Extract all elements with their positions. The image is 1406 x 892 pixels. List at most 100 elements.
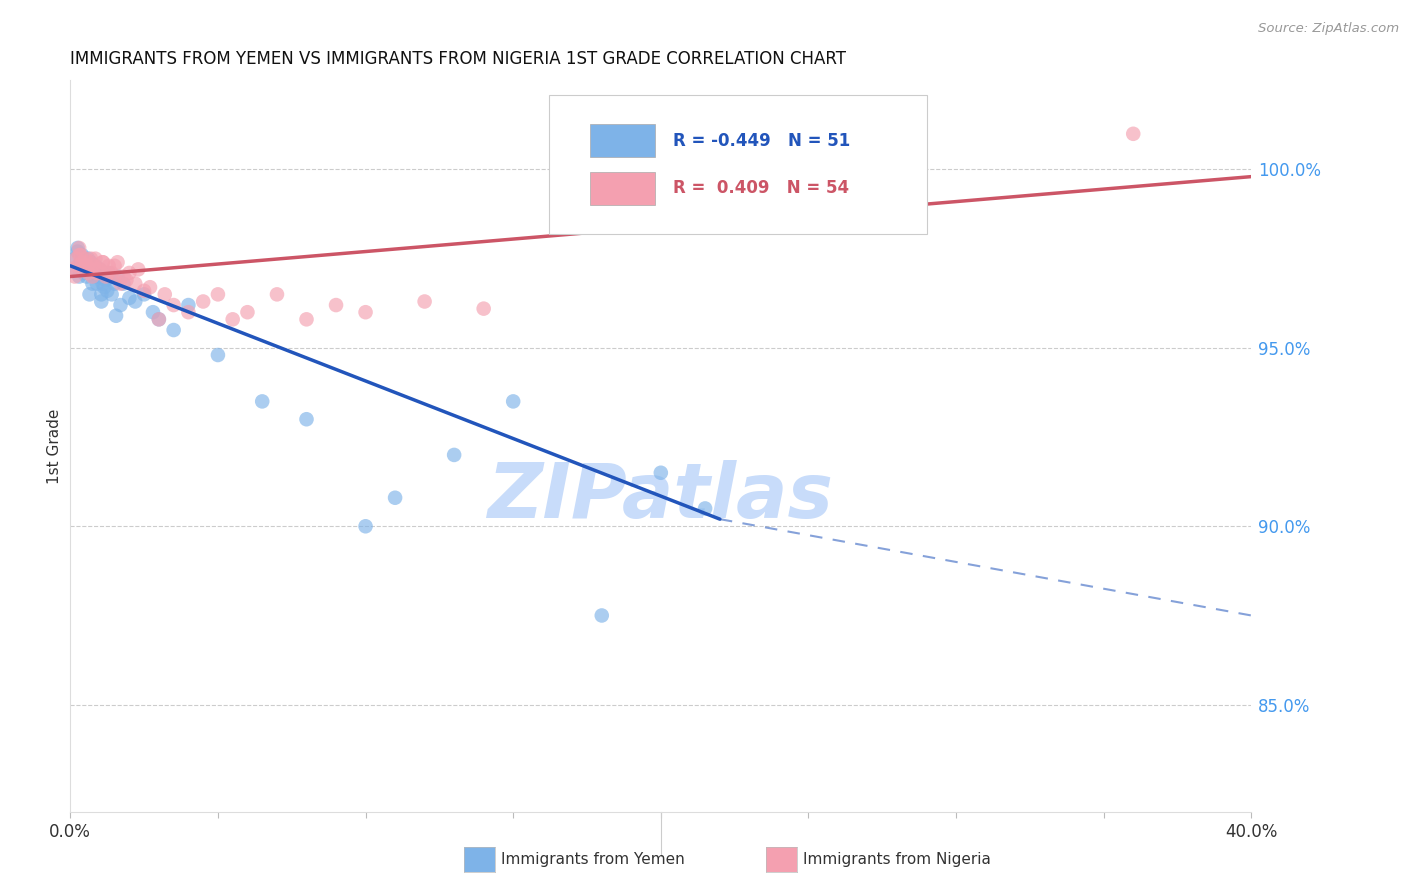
Point: [90, 294, 112, 309]
Point: [89, 262, 111, 277]
Point: [75, 259, 96, 273]
Point: [80, 262, 103, 277]
FancyBboxPatch shape: [548, 95, 927, 234]
Point: [72, 262, 94, 277]
Y-axis label: 1st Grade: 1st Grade: [46, 409, 62, 483]
Point: [91, 255, 114, 269]
Point: [118, 266, 141, 280]
Point: [77, 266, 100, 280]
Point: [77, 252, 100, 266]
Point: [105, 309, 128, 323]
Point: [97, 259, 120, 273]
Point: [87, 269, 110, 284]
Point: [86, 277, 108, 291]
Point: [86, 266, 108, 280]
Point: [177, 298, 200, 312]
Point: [295, 412, 318, 426]
Point: [89, 262, 111, 277]
Point: [97, 266, 120, 280]
Point: [118, 291, 141, 305]
Point: [96, 284, 118, 298]
Point: [139, 280, 162, 294]
Point: [83, 269, 105, 284]
Point: [70, 248, 93, 262]
Point: [72, 266, 94, 280]
Point: [148, 312, 170, 326]
Point: [86, 262, 108, 277]
Point: [153, 287, 176, 301]
Text: Source: ZipAtlas.com: Source: ZipAtlas.com: [1258, 22, 1399, 36]
Point: [63, 269, 86, 284]
Point: [127, 262, 149, 277]
Point: [80, 255, 103, 269]
Point: [90, 287, 112, 301]
Point: [115, 273, 138, 287]
Point: [94, 269, 117, 284]
Point: [82, 277, 104, 291]
Point: [177, 305, 200, 319]
Point: [110, 298, 132, 312]
Text: IMMIGRANTS FROM YEMEN VS IMMIGRANTS FROM NIGERIA 1ST GRADE CORRELATION CHART: IMMIGRANTS FROM YEMEN VS IMMIGRANTS FROM…: [70, 50, 846, 68]
Text: ZIPatlas: ZIPatlas: [488, 460, 834, 534]
Point: [62, 262, 84, 277]
Point: [91, 255, 114, 269]
Point: [65, 252, 87, 266]
Point: [84, 259, 107, 273]
Point: [79, 255, 101, 269]
Point: [413, 294, 436, 309]
Point: [1122, 127, 1144, 141]
Point: [72, 262, 94, 277]
Point: [207, 348, 229, 362]
Point: [104, 269, 127, 284]
Point: [354, 519, 377, 533]
Point: [112, 269, 135, 284]
Point: [94, 273, 117, 287]
Text: R = -0.449   N = 51: R = -0.449 N = 51: [672, 132, 849, 150]
Point: [66, 259, 89, 273]
Point: [107, 255, 129, 269]
Point: [91, 277, 114, 291]
Point: [75, 252, 96, 266]
Point: [207, 287, 229, 301]
Point: [142, 305, 165, 319]
Point: [236, 305, 259, 319]
Point: [132, 287, 156, 301]
Point: [67, 248, 90, 262]
Point: [76, 259, 98, 273]
Point: [124, 294, 146, 309]
Point: [250, 394, 273, 409]
Point: [100, 266, 122, 280]
Point: [82, 269, 104, 284]
Point: [75, 259, 96, 273]
Point: [162, 323, 186, 337]
Point: [65, 262, 87, 277]
FancyBboxPatch shape: [591, 124, 655, 157]
Point: [124, 277, 146, 291]
Point: [591, 608, 613, 623]
Point: [93, 280, 115, 294]
Point: [83, 259, 105, 273]
Point: [80, 252, 103, 266]
Point: [66, 241, 89, 255]
Point: [222, 312, 245, 326]
Text: R =  0.409   N = 54: R = 0.409 N = 54: [672, 179, 849, 197]
Point: [69, 248, 91, 262]
Point: [100, 287, 122, 301]
Point: [69, 255, 91, 269]
Point: [295, 312, 318, 326]
Point: [66, 244, 89, 259]
Point: [67, 241, 90, 255]
Point: [384, 491, 406, 505]
Text: Immigrants from Yemen: Immigrants from Yemen: [501, 853, 685, 867]
Point: [110, 277, 132, 291]
Point: [84, 252, 107, 266]
Point: [67, 269, 90, 284]
Point: [97, 266, 120, 280]
Point: [104, 277, 127, 291]
Point: [107, 269, 129, 284]
Text: Immigrants from Nigeria: Immigrants from Nigeria: [803, 853, 991, 867]
Point: [79, 262, 101, 277]
Point: [502, 394, 524, 409]
Point: [650, 466, 672, 480]
Point: [76, 269, 98, 284]
